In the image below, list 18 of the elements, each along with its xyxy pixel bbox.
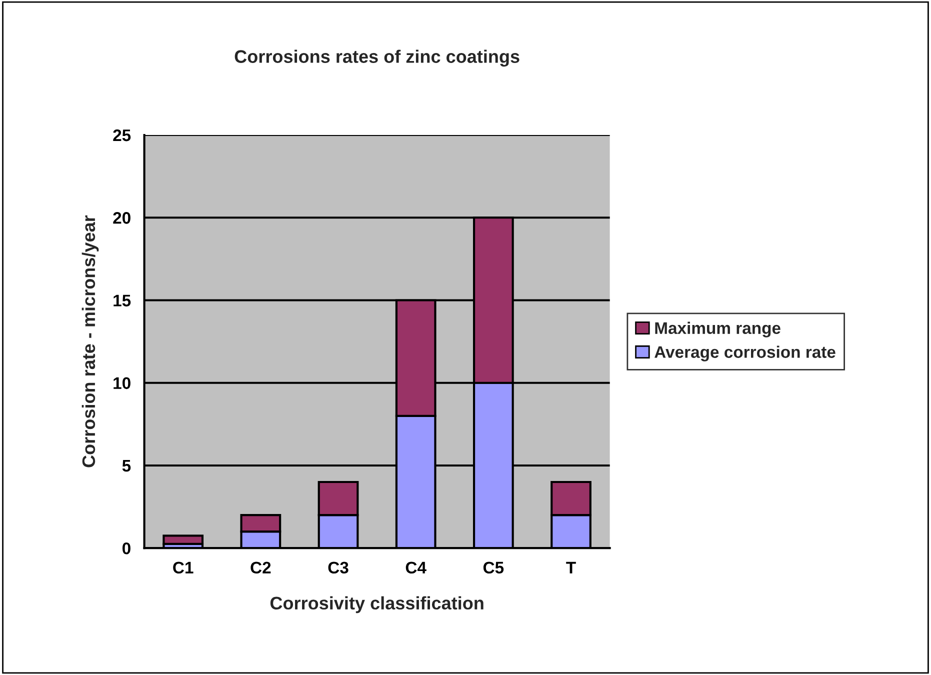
bar [162, 534, 204, 546]
legend-label: Average corrosion rate [654, 346, 836, 362]
y-tick-label: 5 [122, 460, 131, 472]
y-tick-label: 10 [114, 377, 130, 390]
y-tick-label: 15 [114, 294, 131, 306]
y-tick-label: 0 [122, 542, 130, 554]
legend-label: Maximum range [655, 322, 780, 338]
x-tick-label: C5 [483, 562, 504, 574]
x-tick-label: C4 [406, 562, 426, 574]
y-tick-label: 20 [113, 212, 130, 224]
x-tick-label: C1 [173, 562, 194, 574]
y-axis-title: Corrosion rate - microns/year [82, 215, 99, 468]
x-axis-title: Corrosivity classification [270, 596, 484, 614]
y-tick-label: 25 [113, 129, 131, 142]
chart-title: Corrosions rates of zinc coatings [234, 50, 520, 67]
x-tick-label: C3 [328, 562, 348, 574]
x-tick-label: T [566, 562, 576, 574]
x-tick-label: C2 [250, 562, 271, 574]
